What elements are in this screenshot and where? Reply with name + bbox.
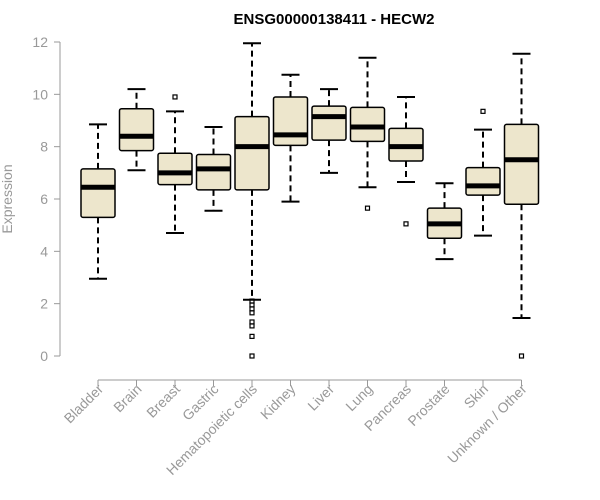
y-tick-label: 2 bbox=[40, 296, 48, 312]
y-tick-label: 8 bbox=[40, 139, 48, 155]
x-tick-label: Lung bbox=[342, 381, 375, 414]
box-iqr bbox=[80, 168, 116, 219]
boxes-layer bbox=[80, 42, 540, 359]
box-group bbox=[234, 42, 270, 359]
x-tick-label: Prostate bbox=[404, 381, 452, 429]
box-iqr bbox=[465, 166, 501, 196]
outlier-point bbox=[249, 353, 255, 359]
outlier-point bbox=[249, 310, 255, 316]
box-group bbox=[503, 52, 540, 359]
box-group bbox=[195, 126, 232, 212]
outlier-point bbox=[518, 353, 525, 359]
box-group bbox=[349, 56, 386, 211]
box-iqr bbox=[349, 106, 386, 143]
box-iqr bbox=[272, 96, 309, 147]
outlier-point bbox=[364, 205, 371, 211]
box-iqr bbox=[118, 107, 155, 152]
box-group bbox=[157, 94, 193, 235]
y-axis-label: Expression bbox=[0, 164, 15, 233]
outlier-point bbox=[480, 108, 486, 114]
y-tick-label: 10 bbox=[32, 86, 48, 102]
box-group bbox=[272, 73, 309, 203]
y-tick-label: 6 bbox=[40, 191, 48, 207]
box-group bbox=[388, 95, 424, 227]
box-iqr bbox=[157, 152, 193, 186]
box-iqr bbox=[503, 123, 540, 205]
y-tick-label: 0 bbox=[40, 348, 48, 364]
box-iqr bbox=[234, 115, 270, 191]
box-group bbox=[118, 88, 155, 172]
x-tick-label: Brain bbox=[110, 381, 144, 415]
outlier-point bbox=[249, 323, 255, 329]
x-tick-label: Liver bbox=[304, 381, 337, 414]
x-tick-label: Kidney bbox=[257, 381, 299, 423]
x-tick-label: Bladder bbox=[61, 381, 107, 427]
outlier-point bbox=[172, 94, 178, 100]
box-group bbox=[426, 182, 463, 261]
y-tick-label: 4 bbox=[40, 243, 48, 259]
box-group bbox=[311, 88, 347, 174]
box-group bbox=[465, 108, 501, 237]
axes-layer: 0 2 4 6 8 10 12 bbox=[32, 34, 522, 386]
box-iqr bbox=[311, 105, 347, 141]
box-group bbox=[80, 123, 116, 280]
y-tick-label: 12 bbox=[32, 34, 48, 50]
outlier-point bbox=[249, 333, 255, 339]
outlier-point bbox=[403, 221, 409, 227]
x-tick-label: Skin bbox=[461, 381, 492, 412]
x-tick-label: Breast bbox=[143, 381, 183, 421]
chart-title: ENSG00000138411 - HECW2 bbox=[234, 11, 435, 28]
box-iqr bbox=[195, 153, 232, 191]
